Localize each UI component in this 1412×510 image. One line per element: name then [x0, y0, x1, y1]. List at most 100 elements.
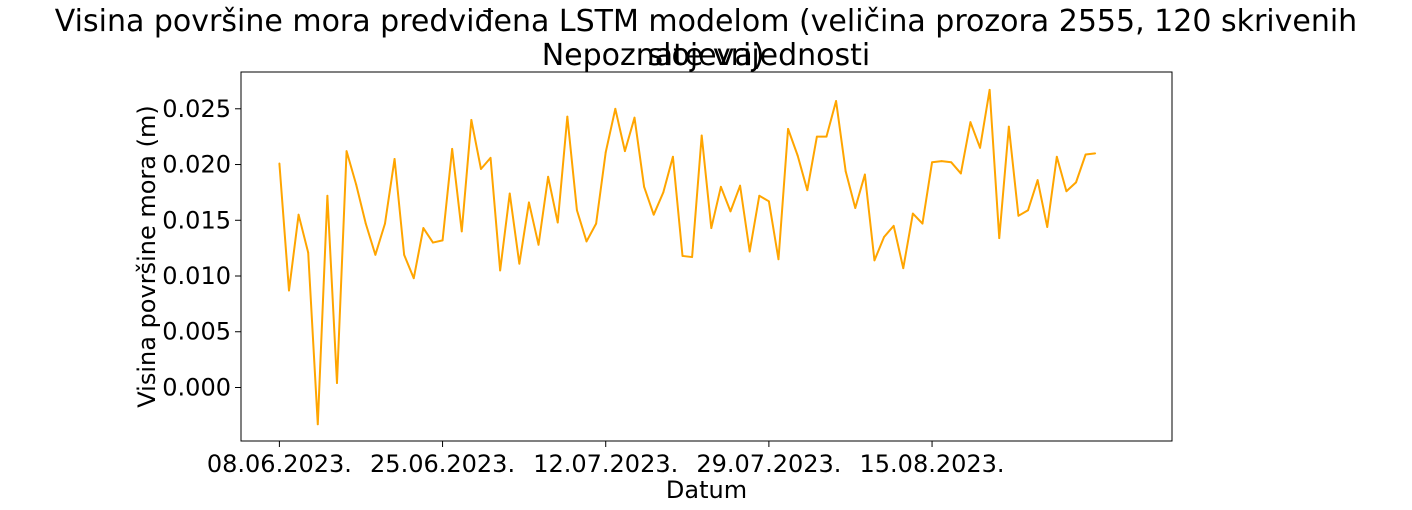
data-point: [585, 240, 588, 243]
data-point: [815, 135, 818, 138]
x-axis-label: Datum: [666, 476, 747, 504]
data-point: [595, 222, 598, 225]
data-point: [777, 258, 780, 261]
data-point: [729, 210, 732, 213]
data-point: [576, 209, 578, 212]
data-point: [931, 161, 933, 164]
data-point: [451, 148, 454, 150]
data-point: [1055, 155, 1058, 158]
chart-title: Visina površine mora predviđena LSTM mod…: [54, 4, 1358, 73]
data-point: [364, 222, 367, 225]
data-point: [1065, 190, 1068, 193]
data-point: [374, 253, 377, 256]
data-point: [643, 185, 646, 188]
data-point: [883, 236, 885, 238]
data-point: [1084, 153, 1087, 156]
y-tick-label: 0.000: [162, 373, 231, 401]
y-tick-label: 0.020: [162, 151, 231, 179]
data-point: [614, 107, 617, 110]
y-tick-label: 0.010: [162, 262, 231, 290]
data-point: [911, 212, 914, 215]
data-point: [499, 269, 502, 272]
data-point: [748, 250, 751, 253]
data-point: [787, 127, 789, 130]
y-axis-label: Visina površine mora (m): [133, 105, 161, 407]
data-point: [979, 146, 981, 149]
data-point: [316, 423, 319, 426]
y-axis: 0.000 0.005 0.010 0.015 0.020 0.025: [162, 95, 241, 401]
data-point: [959, 172, 962, 175]
data-point: [700, 134, 703, 137]
data-point: [422, 227, 425, 229]
data-point: [326, 194, 329, 197]
data-point: [537, 243, 540, 246]
data-point: [403, 253, 406, 256]
data-point: [1017, 214, 1020, 217]
data-point: [806, 189, 809, 192]
data-point: [739, 184, 741, 187]
x-tick-label: 12.07.2023.: [533, 450, 678, 478]
data-point: [355, 183, 358, 186]
data-point: [528, 201, 530, 204]
data-point: [1027, 209, 1029, 212]
data-point: [518, 262, 521, 265]
data-point: [470, 119, 473, 121]
y-tick-label: 0.005: [162, 318, 231, 346]
plot-area: [240, 71, 1173, 442]
data-point: [604, 151, 607, 154]
y-tick-label: 0.025: [162, 95, 231, 123]
data-point: [873, 259, 876, 262]
data-point: [432, 241, 434, 244]
data-point: [393, 158, 396, 160]
data-point: [863, 173, 866, 176]
data-point: [662, 191, 665, 194]
data-point: [672, 155, 674, 158]
data-point: [835, 100, 837, 102]
data-point: [384, 222, 386, 225]
data-point: [844, 170, 847, 173]
data-point: [652, 213, 655, 216]
data-point: [710, 227, 713, 229]
data-point: [566, 115, 569, 118]
x-tick-label: 08.06.2023.: [207, 450, 352, 478]
data-point: [767, 200, 770, 203]
data-point: [547, 175, 550, 178]
data-point: [758, 194, 761, 197]
data-point: [1007, 125, 1010, 128]
data-point: [633, 116, 636, 119]
data-point: [345, 150, 348, 153]
data-point: [969, 121, 972, 124]
data-point: [921, 222, 924, 225]
data-point: [278, 162, 281, 165]
data-point: [902, 267, 905, 270]
data-point: [691, 256, 694, 258]
data-point: [1075, 181, 1077, 184]
x-tick-label: 29.07.2023.: [696, 450, 841, 478]
data-point: [489, 156, 492, 159]
x-tick-label: 25.06.2023.: [370, 450, 515, 478]
x-tick-label: 15.08.2023.: [860, 450, 1005, 478]
data-point: [681, 255, 684, 257]
data-point: [412, 277, 415, 280]
data-point: [441, 239, 444, 242]
data-point: [719, 185, 722, 188]
data-point: [556, 221, 559, 224]
data-point: [297, 213, 300, 216]
data-point: [796, 154, 799, 157]
y-tick-label: 0.015: [162, 206, 231, 234]
data-point: [950, 161, 953, 164]
data-point: [508, 192, 511, 195]
data-point: [460, 230, 463, 233]
data-point: [892, 224, 895, 227]
data-point: [307, 251, 310, 254]
data-point: [288, 289, 290, 292]
data-point: [1036, 179, 1039, 182]
data-point: [998, 237, 1001, 240]
data-point: [336, 382, 338, 384]
x-axis: 08.06.2023. 25.06.2023. 12.07.2023. 29.07.2…: [207, 441, 1005, 478]
series-line: [278, 88, 1096, 426]
data-point: [854, 207, 857, 209]
data-point: [624, 150, 626, 153]
data-point: [988, 88, 991, 91]
